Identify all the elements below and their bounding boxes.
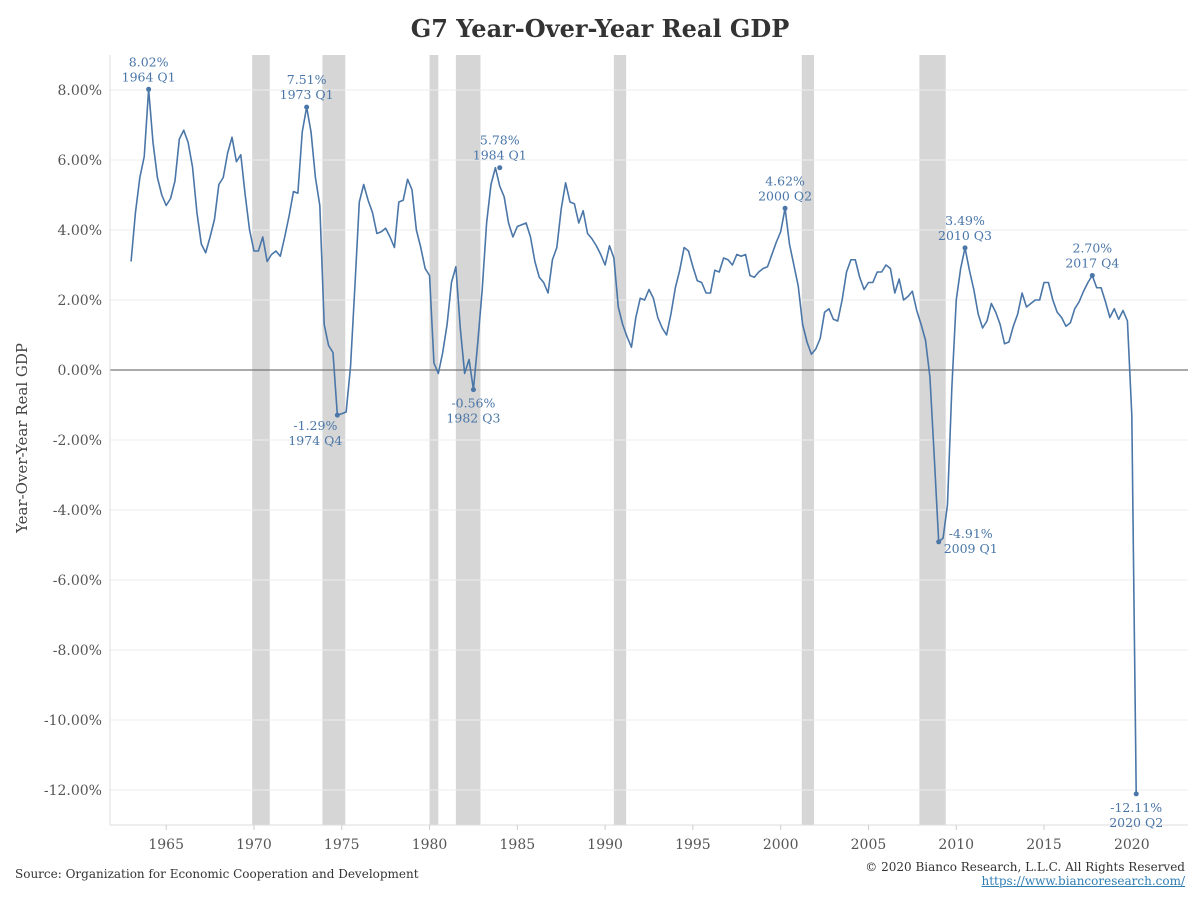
annotation-period: 2020 Q2 <box>1109 815 1163 830</box>
annotation-period: 1982 Q3 <box>446 411 500 426</box>
annotation-period: 1964 Q1 <box>122 69 176 84</box>
y-tick-label: -2.00% <box>53 433 102 449</box>
annotation-value: 8.02% <box>129 54 169 69</box>
annotation-point <box>470 387 476 393</box>
y-tick-label: -12.00% <box>44 783 102 799</box>
x-tick-label: 1990 <box>587 837 623 853</box>
annotation-point <box>782 205 788 211</box>
annotation-period: 2010 Q3 <box>938 228 992 243</box>
annotation-period: 1973 Q1 <box>280 87 334 102</box>
copyright-text: © 2020 Bianco Research, L.L.C. All Right… <box>865 860 1185 874</box>
annotation-value: 4.62% <box>765 173 805 188</box>
annotation-point <box>304 104 310 110</box>
x-tick-label: 1985 <box>500 837 536 853</box>
annotation-point <box>936 539 942 545</box>
y-tick-label: -10.00% <box>44 713 102 729</box>
annotation-point <box>1089 273 1095 278</box>
annotation-value: 7.51% <box>287 72 327 87</box>
x-tick-label: 1965 <box>148 837 184 853</box>
annotation-period: 1984 Q1 <box>473 148 527 163</box>
annotation-value: -1.29% <box>293 418 337 433</box>
annotation-period: 2009 Q1 <box>944 541 998 556</box>
x-tick-label: 1970 <box>236 837 272 853</box>
annotation-point <box>334 412 340 418</box>
x-tick-label: 2020 <box>1114 837 1150 853</box>
copyright-block: © 2020 Bianco Research, L.L.C. All Right… <box>865 860 1185 888</box>
y-tick-label: -4.00% <box>53 503 102 519</box>
annotation-period: 2000 Q2 <box>758 188 812 203</box>
y-tick-label: -8.00% <box>53 643 102 659</box>
source-note: Source: Organization for Economic Cooper… <box>15 867 419 881</box>
y-tick-label: 2.00% <box>58 293 102 309</box>
chart-title: G7 Year-Over-Year Real GDP <box>410 14 790 43</box>
x-tick-label: 1980 <box>412 837 448 853</box>
y-tick-label: 8.00% <box>58 83 102 99</box>
y-tick-label: 0.00% <box>58 363 102 379</box>
x-tick-label: 1975 <box>324 837 360 853</box>
y-tick-label: 6.00% <box>58 153 102 169</box>
annotation-period: 1974 Q4 <box>288 433 342 448</box>
annotation-period: 2017 Q4 <box>1065 256 1119 271</box>
annotation-value: -0.56% <box>451 396 495 411</box>
annotation-value: 3.49% <box>945 213 985 228</box>
y-tick-label: -6.00% <box>53 573 102 589</box>
x-tick-label: 1995 <box>675 837 711 853</box>
annotation-point <box>962 245 968 251</box>
annotation-value: 5.78% <box>480 133 520 148</box>
annotation-point <box>497 165 503 171</box>
annotation-value: -4.91% <box>949 526 993 541</box>
annotation-value: 2.70% <box>1072 241 1112 256</box>
annotation-point <box>146 86 152 92</box>
x-tick-label: 2005 <box>851 837 887 853</box>
gdp-series-line <box>130 88 1138 794</box>
annotation-value: -12.11% <box>1110 800 1162 815</box>
x-tick-label: 2000 <box>763 837 799 853</box>
annotation-point <box>1133 791 1139 797</box>
x-tick-label: 2015 <box>1026 837 1062 853</box>
website-link[interactable]: https://www.biancoresearch.com/ <box>981 874 1185 888</box>
y-tick-label: 4.00% <box>58 223 102 239</box>
x-tick-label: 2010 <box>938 837 974 853</box>
